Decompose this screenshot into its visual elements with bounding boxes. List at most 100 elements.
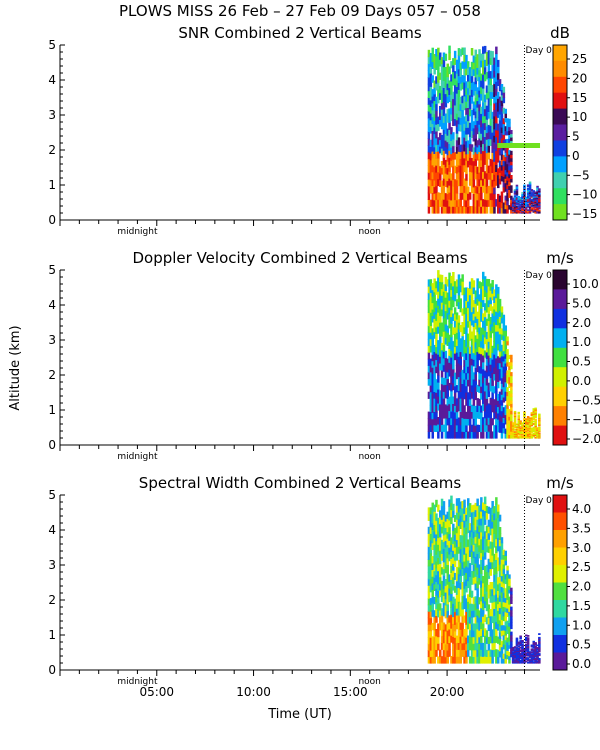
heatmap-cell [433,517,436,525]
heatmap-cell [453,515,457,522]
heatmap-cell [482,292,485,301]
y-tick-label: 5 [48,38,56,52]
heatmap-cell [526,436,530,438]
heatmap-cell [472,597,476,605]
colorbar-segment [553,308,567,329]
heatmap-cell [515,637,519,640]
heatmap-cell [474,309,477,317]
heatmap-cell [498,166,502,173]
heatmap-cell [448,334,451,343]
heatmap-cell [429,565,433,573]
heatmap-cell [485,584,489,592]
heatmap-cell [427,131,431,139]
heatmap-cell [446,590,449,598]
heatmap-cell [504,152,507,158]
heatmap-cell [526,640,530,643]
heatmap-cell [513,432,517,435]
heatmap-cell [431,418,434,426]
heatmap-cell [453,84,457,92]
heatmap-cell [525,639,528,642]
heatmap-cell [476,351,479,359]
heatmap-cell [465,372,468,380]
heatmap-cell [489,57,492,65]
heatmap-cell [431,412,434,420]
heatmap-cell [448,369,451,377]
heatmap-cell [450,516,453,525]
heatmap-cell [538,650,541,653]
heatmap-cell [491,514,494,522]
heatmap-cell [435,574,438,582]
heatmap-cell [429,424,433,432]
heatmap-cell [474,290,477,298]
heatmap-cell [446,378,449,386]
heatmap-cell [506,378,509,384]
heatmap-cell [455,512,459,520]
heatmap-cell [513,652,517,654]
heatmap-cell [483,309,487,318]
heatmap-cell [429,371,433,379]
heatmap-cell [467,431,470,439]
heatmap-cell [526,419,530,422]
heatmap-cell [526,647,530,650]
heatmap-cell [487,131,491,140]
heatmap-cell [521,197,524,199]
heatmap-cell [439,517,442,525]
heatmap-cell [448,526,451,535]
heatmap-cell [467,642,470,650]
heatmap-cell [528,425,532,427]
heatmap-cell [532,435,535,438]
heatmap-cell [435,151,438,159]
heatmap-cell [427,179,431,187]
heatmap-cell [526,188,530,190]
heatmap-cell [435,392,438,400]
heatmap-cell [523,419,526,421]
colorbar-tick-label: −15 [572,207,597,221]
heatmap-cell [526,199,530,202]
heatmap-cell [534,194,537,196]
heatmap-cell [474,509,477,517]
heatmap-cell [497,564,500,572]
heatmap-cell [485,630,489,638]
heatmap-cell [476,656,479,664]
heatmap-cell [455,371,459,380]
heatmap-cell [459,285,462,293]
heatmap-cell [513,413,517,415]
heatmap-cell [465,147,468,155]
heatmap-cell [474,603,477,611]
heatmap-cell [478,83,481,91]
heatmap-cell [523,198,526,201]
heatmap-cell [482,101,485,110]
heatmap-cell [431,516,434,524]
heatmap-cell [452,355,455,363]
heatmap-cell [435,49,438,57]
heatmap-cell [435,379,438,387]
heatmap-cell [439,112,442,120]
heatmap-cell [528,188,532,190]
heatmap-cell [452,361,455,370]
heatmap-cell [476,560,479,568]
y-tick-label: 4 [48,73,56,87]
heatmap-cell [465,604,468,612]
heatmap-cell [528,426,532,429]
heatmap-cell [446,154,449,162]
heatmap-cell [521,428,524,430]
heatmap-cell [482,542,485,550]
heatmap-cell [427,292,431,300]
heatmap-cell [485,636,489,644]
heatmap-cell [530,199,534,201]
heatmap-cell [452,118,455,126]
heatmap-cell [439,356,442,364]
heatmap-cell [498,588,502,596]
heatmap-cell [532,640,535,643]
heatmap-cell [493,649,496,657]
heatmap-cell [448,52,451,61]
heatmap-cell [455,385,459,393]
heatmap-cell [433,623,436,631]
heatmap-cell [526,184,530,187]
heatmap-cell [480,642,483,650]
heatmap-cell [532,418,535,420]
heatmap-cell [534,196,537,198]
heatmap-cell [478,551,481,559]
heatmap-cell [528,436,532,438]
heatmap-cell [521,209,524,211]
